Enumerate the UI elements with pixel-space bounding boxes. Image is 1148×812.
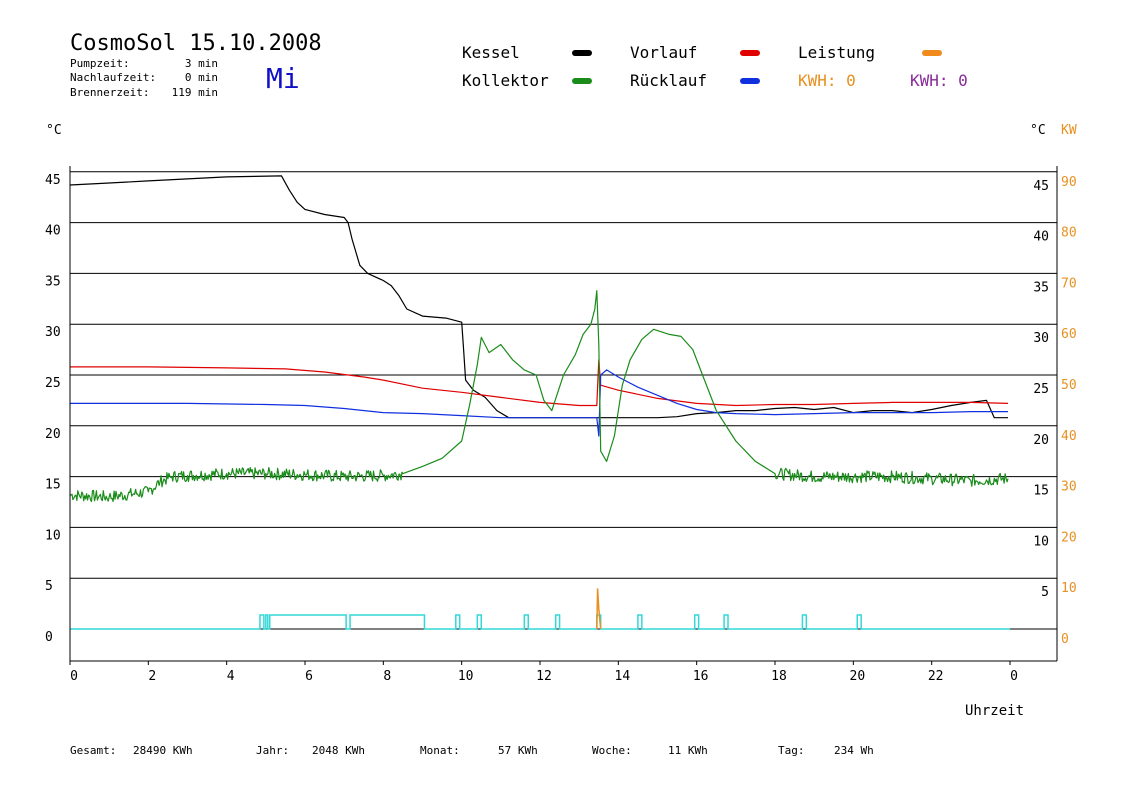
y-tick-label-right-power: 40: [1061, 429, 1077, 444]
y-tick-label-right-power: 70: [1061, 276, 1077, 291]
footer-value: 57 KWh: [498, 744, 538, 757]
y-tick-label-right-power: 60: [1061, 327, 1077, 342]
stat-label: Nachlaufzeit:: [70, 71, 156, 84]
x-tick-label: 0: [70, 669, 78, 684]
x-tick-label: 8: [383, 669, 391, 684]
y-tick-label-right-temp: 10: [1033, 534, 1049, 549]
series-line-leistung: [596, 588, 602, 630]
stat-value: 3 min: [185, 57, 218, 70]
legend-label-vorlauf: Vorlauf: [630, 43, 697, 62]
kwh-label-purple: KWH: 0: [910, 71, 968, 90]
footer-value: 28490 KWh: [133, 744, 193, 757]
x-tick-label: 2: [148, 669, 156, 684]
x-tick-label: 6: [305, 669, 313, 684]
y-tick-label-right-temp: 5: [1041, 585, 1049, 600]
y-tick-label-right-temp: 25: [1033, 382, 1049, 397]
x-tick-label: 20: [850, 669, 866, 684]
series-line-vorlauf: [70, 359, 1009, 407]
y-tick-label-left: 45: [45, 173, 61, 188]
footer-label: Gesamt:: [70, 744, 116, 757]
y-tick-label-right-temp: 35: [1033, 280, 1049, 295]
footer-label: Tag:: [778, 744, 805, 757]
series-line-ruecklauf: [70, 369, 1008, 437]
footer-value: 234 Wh: [834, 744, 874, 757]
footer-value: 2048 KWh: [312, 744, 365, 757]
pump-pulses: [70, 614, 1010, 630]
y-tick-label-right-temp: 20: [1033, 433, 1049, 448]
footer-label: Woche:: [592, 744, 632, 757]
right-axis-unit-power: KW: [1061, 123, 1077, 138]
y-tick-label-right-power: 20: [1061, 530, 1077, 545]
stat-value: 0 min: [185, 71, 218, 84]
chart-title: CosmoSol 15.10.2008: [70, 31, 322, 56]
x-tick-label: 4: [227, 669, 235, 684]
left-axis-unit: °C: [46, 123, 62, 138]
y-tick-label-right-temp: 15: [1033, 484, 1049, 499]
y-tick-label-left: 40: [45, 224, 61, 239]
series-lines: [69, 175, 1009, 630]
y-tick-label-right-temp: 40: [1033, 230, 1049, 245]
legend-label-kollektor: Kollektor: [462, 71, 549, 90]
y-tick-label-right-power: 30: [1061, 480, 1077, 495]
weekday-label: Mi: [266, 62, 300, 95]
y-tick-label-left: 20: [45, 427, 61, 442]
y-tick-label-left: 25: [45, 376, 61, 391]
y-tick-label-right-power: 50: [1061, 378, 1077, 393]
series-line-kollektor: [69, 290, 1009, 503]
footer-label: Monat:: [420, 744, 460, 757]
y-tick-label-left: 0: [45, 630, 53, 645]
legend-label-kessel: Kessel: [462, 43, 520, 62]
y-tick-label-right-power: 10: [1061, 581, 1077, 596]
y-tick-label-right-temp: 45: [1033, 179, 1049, 194]
x-tick-label: 10: [458, 669, 474, 684]
grid: [70, 171, 1057, 630]
x-tick-label: 0: [1010, 669, 1018, 684]
axis-ticks: 0510152025303540455101520253035404501020…: [45, 173, 1077, 684]
y-tick-label-right-power: 80: [1061, 226, 1077, 241]
kwh-label-orange: KWH: 0: [798, 71, 856, 90]
pump-pulse-line: [70, 614, 1010, 630]
legend-label-ruecklauf: Rücklauf: [630, 71, 707, 90]
y-tick-label-left: 30: [45, 325, 61, 340]
y-tick-label-right-temp: 30: [1033, 331, 1049, 346]
legend-label-leistung: Leistung: [798, 43, 875, 62]
y-tick-label-right-power: 90: [1061, 175, 1077, 190]
stat-label: Pumpzeit:: [70, 57, 130, 70]
y-tick-label-left: 5: [45, 579, 53, 594]
stat-value: 119 min: [172, 86, 218, 99]
series-line-kessel: [69, 175, 1008, 419]
x-tick-label: 14: [615, 669, 631, 684]
footer-value: 11 KWh: [668, 744, 708, 757]
stat-label: Brennerzeit:: [70, 86, 149, 99]
x-tick-label: 18: [771, 669, 787, 684]
x-tick-label: 22: [928, 669, 944, 684]
y-tick-label-left: 15: [45, 478, 61, 493]
x-tick-label: 16: [693, 669, 709, 684]
y-tick-label-left: 35: [45, 274, 61, 289]
right-axis-unit-temp: °C: [1030, 123, 1046, 138]
x-tick-label: 12: [536, 669, 552, 684]
y-tick-label-right-power: 0: [1061, 632, 1069, 647]
x-axis-label: Uhrzeit: [965, 703, 1024, 719]
y-tick-label-left: 10: [45, 528, 61, 543]
footer-label: Jahr:: [256, 744, 289, 757]
